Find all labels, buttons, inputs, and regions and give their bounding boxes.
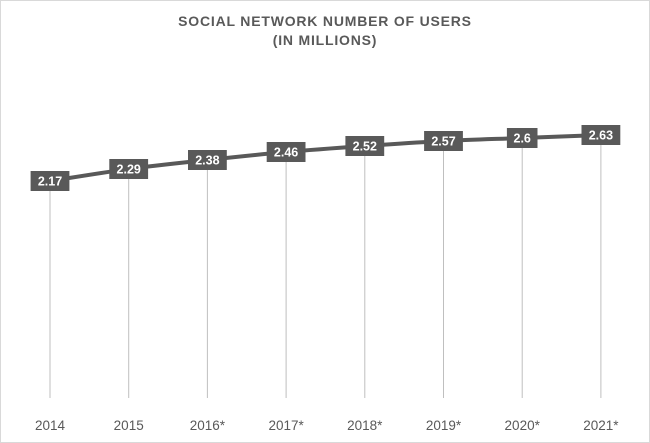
x-tick-label: 2018*: [347, 418, 383, 433]
x-tick-label: 2017*: [268, 418, 304, 433]
data-label-text: 2.63: [589, 129, 613, 143]
data-labels: 2.17 2.29 2.38 2.46 2.52 2.57 2.6 2.63: [30, 125, 621, 191]
data-label: 2.46: [266, 142, 306, 162]
data-label-box: [30, 171, 70, 191]
x-tick-label: 2015: [114, 418, 144, 433]
data-label: 2.17: [30, 171, 70, 191]
data-label-box: [266, 142, 306, 162]
data-label-box: [345, 136, 385, 156]
data-label: 2.29: [109, 159, 149, 179]
data-label-text: 2.46: [274, 146, 298, 160]
data-label: 2.57: [424, 131, 463, 151]
chart-title: SOCIAL NETWORK NUMBER OF USERS: [178, 13, 472, 29]
data-label-box: [109, 159, 149, 179]
data-label-text: 2.17: [38, 175, 62, 189]
data-label-text: 2.57: [431, 135, 455, 149]
data-label-text: 2.38: [195, 154, 219, 168]
chart-subtitle: (IN MILLIONS): [272, 32, 378, 48]
data-label-text: 2.6: [514, 132, 531, 146]
data-label: 2.63: [581, 125, 621, 145]
data-label-text: 2.52: [353, 140, 377, 154]
data-label-box: [581, 125, 621, 145]
x-tick-label: 2019*: [426, 418, 462, 433]
x-axis-tick-labels: 2014 2015 2016* 2017* 2018* 2019* 2020* 2021*: [35, 418, 619, 433]
data-label-box: [188, 150, 227, 170]
data-label-box: [506, 128, 538, 148]
data-label: 2.38: [188, 150, 227, 170]
data-label-box: [424, 131, 463, 151]
data-label-text: 2.29: [117, 163, 141, 177]
x-tick-label: 2021*: [583, 418, 619, 433]
data-label: 2.52: [345, 136, 385, 156]
x-tick-label: 2020*: [505, 418, 541, 433]
drop-lines: [49, 135, 602, 398]
x-tick-label: 2016*: [190, 418, 226, 433]
data-label: 2.6: [506, 128, 538, 148]
x-tick-label: 2014: [35, 418, 66, 433]
